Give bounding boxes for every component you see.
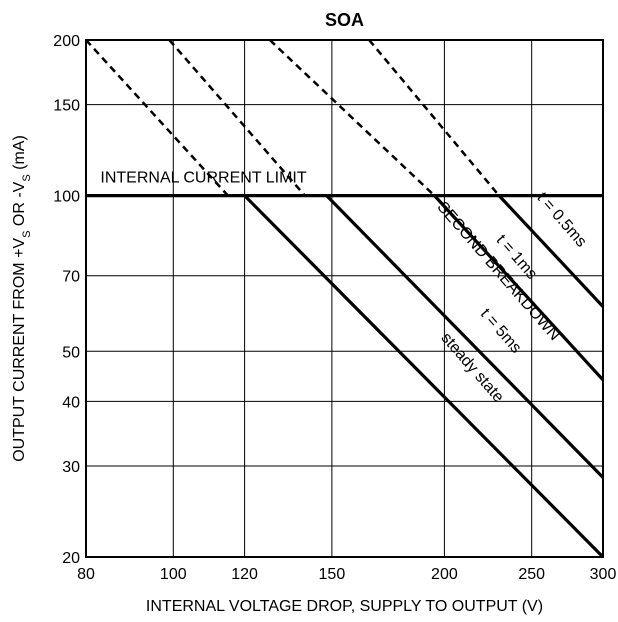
y-axis-ticks: 20 30 40 50 70 100 150 200 [53,33,80,567]
chart-title: SOA [325,10,364,30]
annotation-limit_label: INTERNAL CURRENT LIMIT [100,170,306,187]
x-tick-label: 100 [160,566,187,583]
series-line-t1 [433,194,605,382]
x-axis-label: INTERNAL VOLTAGE DROP, SUPPLY TO OUTPUT … [146,598,543,615]
y-tick-label: 50 [62,344,80,361]
x-tick-label: 200 [431,566,458,583]
x-tick-label: 150 [319,566,346,583]
series-line-t05 [497,194,605,308]
plot-frame [85,39,604,558]
series-group [85,39,605,559]
series-line-t05_dashed_b [368,39,501,197]
y-tick-label: 30 [62,459,80,476]
series-line-t5_dashed [168,39,306,197]
series-line-steady [243,194,605,559]
x-tick-label: 250 [518,566,545,583]
y-tick-label: 40 [62,394,80,411]
y-tick-label: 100 [53,189,80,206]
series-line-t05_dashed_a [268,39,436,197]
y-axis-label: OUTPUT CURRENT FROM +VS OR -VS (mA) [11,135,33,462]
x-tick-label: 300 [590,566,617,583]
x-axis-ticks: 80 100 120 150 200 250 300 [77,566,616,583]
y-tick-label: 150 [53,98,80,115]
y-tick-label: 20 [62,550,80,567]
x-tick-label: 80 [77,566,95,583]
x-tick-label: 120 [231,566,258,583]
y-tick-label: 200 [53,33,80,50]
annotation-t5_label: t = 5ms [477,306,525,357]
series-line-t5 [325,194,605,479]
y-tick-label: 70 [62,269,80,286]
